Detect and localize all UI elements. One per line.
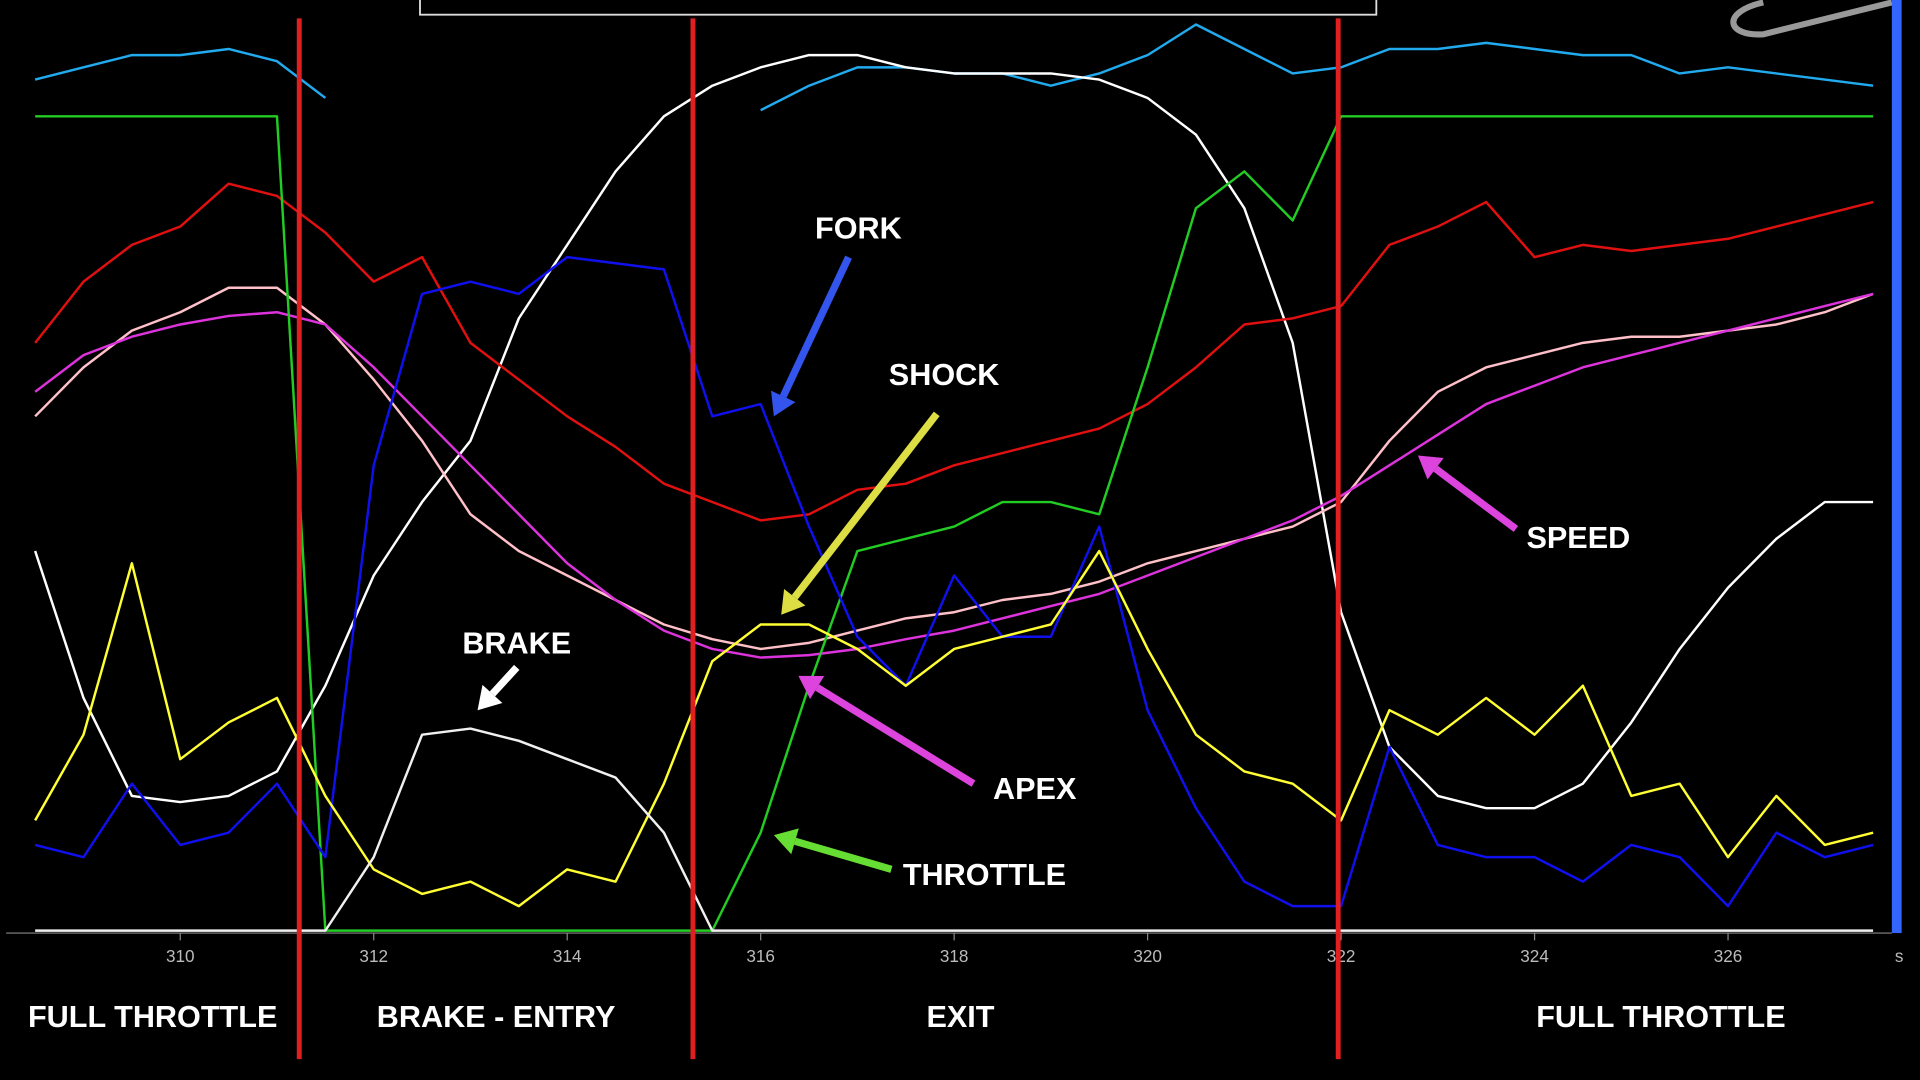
series-line [34, 286, 1874, 651]
arrow-head [781, 589, 806, 615]
arrow-shaft [815, 684, 976, 787]
section-label: FULL THROTTLE [28, 1000, 277, 1034]
right-bar [1891, 0, 1902, 934]
series-line [34, 182, 1874, 522]
section-label: FULL THROTTLE [1536, 1000, 1785, 1034]
section-label: EXIT [926, 1000, 994, 1034]
arrow-head [771, 390, 796, 417]
annotation-label: SPEED [1526, 521, 1630, 555]
arrow-shaft [791, 411, 940, 600]
x-tick-label: 326 [1714, 946, 1743, 966]
series-line [34, 292, 1874, 659]
section-label: BRAKE - ENTRY [377, 1000, 616, 1034]
arrow-shaft [794, 837, 893, 873]
arrow-head [1417, 455, 1444, 480]
hook-shape [1730, 0, 1893, 38]
x-unit-label: s [1895, 946, 1904, 966]
annotation-label: BRAKE [462, 626, 571, 660]
arrow-head [798, 675, 825, 699]
series-line [35, 727, 1874, 932]
annotation-label: THROTTLE [903, 858, 1066, 892]
arrow-shaft [779, 255, 852, 398]
x-tick-label: 314 [553, 946, 582, 966]
series-line [34, 255, 1874, 908]
x-tick-label: 324 [1520, 946, 1549, 966]
x-tick-label: 312 [359, 946, 388, 966]
x-tick-label: 320 [1133, 946, 1162, 966]
lines [33, 23, 1874, 932]
x-tick-label: 318 [940, 946, 969, 966]
annotation-label: SHOCK [889, 358, 1000, 392]
x-tick-label: 322 [1327, 946, 1356, 966]
series-line [34, 549, 1874, 908]
arrow-shaft [489, 664, 520, 697]
top-box [419, 0, 1378, 16]
arrow-head [773, 828, 799, 855]
annotation-label: APEX [993, 772, 1077, 806]
series-line [35, 115, 1874, 932]
annotation-label: FORK [815, 211, 902, 245]
arrow-head [477, 684, 503, 711]
x-tick-label: 316 [746, 946, 775, 966]
x-tick-label: 310 [166, 946, 195, 966]
overlay: 310 312 314 316 318 320 322 324 326 s FULL THROTTL… [28, 18, 1904, 1060]
arrow-shaft [1433, 465, 1519, 532]
series-line [33, 53, 1874, 810]
